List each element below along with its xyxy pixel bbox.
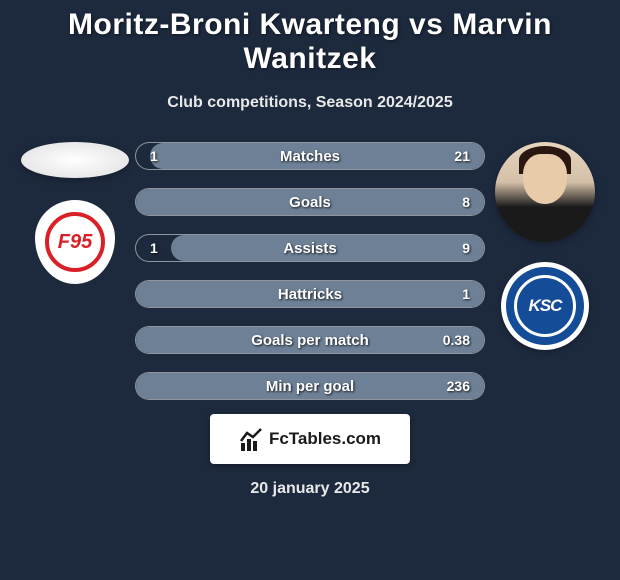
stat-val-right: 1 bbox=[462, 281, 470, 307]
stat-val-right: 236 bbox=[447, 373, 470, 399]
stat-label: Assists bbox=[136, 235, 484, 261]
stat-val-right: 8 bbox=[462, 189, 470, 215]
stat-label: Matches bbox=[136, 143, 484, 169]
stat-label: Goals per match bbox=[136, 327, 484, 353]
comparison-section: F95 1 Matches 21 Goals 8 bbox=[0, 142, 620, 400]
stat-label: Goals bbox=[136, 189, 484, 215]
stat-bar-hattricks: Hattricks 1 bbox=[135, 280, 485, 308]
stat-label: Hattricks bbox=[136, 281, 484, 307]
season-subtitle: Club competitions, Season 2024/2025 bbox=[167, 94, 452, 112]
stat-bar-matches: 1 Matches 21 bbox=[135, 142, 485, 170]
stat-label: Min per goal bbox=[136, 373, 484, 399]
player-left-avatar bbox=[21, 142, 129, 178]
player-left-club-badge: F95 bbox=[26, 198, 124, 286]
ksc-badge: KSC bbox=[501, 262, 589, 350]
player-right-column: KSC bbox=[485, 142, 605, 350]
stat-bar-gpm: Goals per match 0.38 bbox=[135, 326, 485, 354]
f95-badge-text: F95 bbox=[58, 231, 92, 254]
fctables-watermark: FcTables.com bbox=[210, 414, 410, 464]
player-right-club-badge: KSC bbox=[496, 262, 594, 350]
stat-bar-goals: Goals 8 bbox=[135, 188, 485, 216]
player-left-column: F95 bbox=[15, 142, 135, 286]
stat-bar-mpg: Min per goal 236 bbox=[135, 372, 485, 400]
stat-val-right: 9 bbox=[462, 235, 470, 261]
stats-bars: 1 Matches 21 Goals 8 1 Assists 9 Hattric… bbox=[135, 142, 485, 400]
stat-val-right: 21 bbox=[454, 143, 470, 169]
watermark-text: FcTables.com bbox=[269, 429, 381, 449]
ksc-badge-text: KSC bbox=[529, 296, 562, 316]
player-right-avatar bbox=[495, 142, 595, 242]
comparison-title: Moritz-Broni Kwarteng vs Marvin Wanitzek bbox=[0, 8, 620, 76]
stat-bar-assists: 1 Assists 9 bbox=[135, 234, 485, 262]
snapshot-date: 20 january 2025 bbox=[250, 480, 369, 498]
chart-icon bbox=[239, 427, 263, 451]
f95-badge: F95 bbox=[35, 200, 115, 284]
stat-val-right: 0.38 bbox=[443, 327, 470, 353]
